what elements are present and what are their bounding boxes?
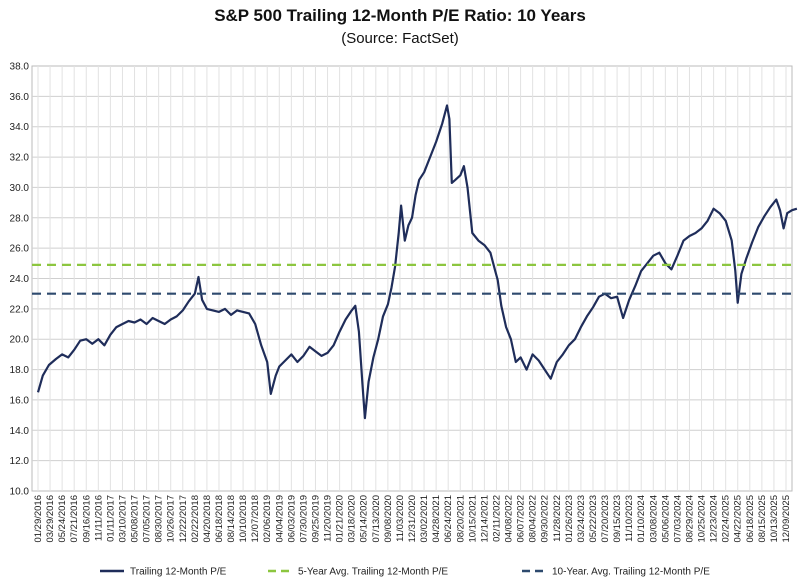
x-tick-label: 07/03/2024 [672, 495, 683, 543]
x-tick-label: 01/10/2024 [636, 495, 647, 543]
series-line-trailing-pe [36, 104, 798, 420]
x-tick-label: 12/23/2024 [709, 495, 720, 543]
x-tick-label: 05/22/2023 [588, 495, 599, 543]
x-tick-label: 10/10/2018 [238, 495, 249, 543]
x-tick-label: 07/05/2017 [142, 495, 153, 543]
legend-label: 5-Year Avg. Trailing 12-Month P/E [298, 567, 448, 578]
x-tick-label: 10/25/2024 [697, 495, 708, 543]
x-tick-label: 08/30/2017 [154, 495, 165, 543]
x-tick-label: 03/02/2021 [419, 495, 430, 543]
x-tick-label: 06/18/2025 [745, 495, 756, 543]
x-tick-label: 12/22/2017 [178, 495, 189, 543]
x-tick-label: 01/11/2017 [105, 495, 116, 542]
x-tick-label: 11/20/2019 [323, 495, 334, 542]
x-tick-label: 08/20/2021 [455, 495, 466, 543]
y-tick-label: 22.0 [10, 304, 30, 315]
y-tick-label: 18.0 [10, 365, 30, 376]
x-tick-label: 08/29/2024 [684, 495, 695, 543]
y-tick-label: 28.0 [10, 213, 30, 224]
x-tick-label: 09/30/2022 [540, 495, 551, 543]
y-tick-label: 36.0 [10, 92, 30, 103]
x-tick-label: 03/10/2017 [117, 495, 128, 543]
x-tick-label: 04/04/2019 [274, 495, 285, 543]
x-tick-label: 03/29/2016 [45, 495, 56, 543]
x-tick-label: 05/24/2016 [57, 495, 68, 543]
legend: Trailing 12-Month P/E 5-Year Avg. Trailin… [100, 567, 710, 578]
x-tick-label: 12/14/2021 [479, 495, 490, 543]
x-tick-label: 09/15/2023 [612, 495, 623, 543]
y-tick-label: 10.0 [10, 487, 30, 498]
y-tick-label: 34.0 [10, 122, 30, 133]
x-tick-label: 01/26/2023 [564, 495, 575, 543]
x-tick-label: 11/11/2016 [93, 495, 104, 541]
x-tick-label: 01/21/2020 [335, 495, 346, 543]
x-tick-label: 02/11/2022 [491, 495, 502, 542]
x-tick-label: 10/13/2025 [769, 495, 780, 543]
y-tick-label: 24.0 [10, 274, 30, 285]
y-tick-label: 12.0 [10, 456, 30, 467]
grid-lines [32, 66, 792, 491]
x-tick-label: 12/31/2020 [407, 495, 418, 543]
x-tick-label: 09/08/2020 [383, 495, 394, 543]
legend-label: 10-Year. Avg. Trailing 12-Month P/E [552, 567, 710, 578]
y-tick-label: 16.0 [10, 395, 30, 406]
y-tick-label: 20.0 [10, 335, 30, 346]
y-tick-label: 30.0 [10, 183, 30, 194]
y-tick-label: 26.0 [10, 244, 30, 255]
x-tick-label: 07/20/2023 [600, 495, 611, 543]
x-tick-label: 09/16/2016 [81, 495, 92, 543]
x-tick-label: 02/06/2019 [262, 495, 273, 543]
x-tick-label: 06/03/2019 [286, 495, 297, 543]
x-tick-label: 06/07/2022 [516, 495, 527, 543]
x-tick-label: 07/13/2020 [371, 495, 382, 543]
x-tick-label: 04/08/2022 [504, 495, 515, 543]
x-tick-label: 11/03/2020 [395, 495, 406, 542]
x-tick-label: 04/20/2018 [202, 495, 213, 543]
x-axis-ticks: 01/29/2016 03/29/2016 05/24/2016 07/21/2016… [33, 495, 792, 543]
x-tick-label: 08/15/2025 [757, 495, 768, 543]
x-tick-label: 12/09/2025 [781, 495, 792, 543]
y-tick-label: 14.0 [10, 426, 30, 437]
y-axis-ticks: 10.0 12.0 14.0 16.0 18.0 20.0 22.0 24.0 26.0 28.0… [10, 62, 30, 498]
x-tick-label: 04/22/2025 [733, 495, 744, 543]
y-tick-label: 38.0 [10, 62, 30, 73]
x-tick-label: 04/28/2021 [431, 495, 442, 543]
x-tick-label: 08/04/2022 [528, 495, 539, 543]
x-tick-label: 02/24/2025 [721, 495, 732, 543]
series-lines [32, 104, 798, 420]
x-tick-label: 06/18/2018 [214, 495, 225, 543]
x-tick-label: 05/06/2024 [660, 495, 671, 543]
y-tick-label: 32.0 [10, 153, 30, 164]
x-tick-label: 02/22/2018 [190, 495, 201, 543]
x-tick-label: 08/14/2018 [226, 495, 237, 543]
x-tick-label: 11/10/2023 [624, 495, 635, 542]
x-tick-label: 03/18/2020 [347, 495, 358, 543]
chart-title: S&P 500 Trailing 12-Month P/E Ratio: 10 … [214, 6, 586, 25]
x-tick-label: 10/26/2017 [166, 495, 177, 543]
x-tick-label: 10/15/2021 [467, 495, 478, 543]
x-tick-label: 07/30/2019 [298, 495, 309, 543]
x-tick-label: 01/29/2016 [33, 495, 44, 543]
x-tick-label: 05/14/2020 [359, 495, 370, 543]
chart-subtitle: (Source: FactSet) [341, 30, 459, 47]
x-tick-label: 03/24/2023 [576, 495, 587, 543]
x-tick-label: 09/25/2019 [310, 495, 321, 543]
x-tick-label: 12/07/2018 [250, 495, 261, 543]
legend-label: Trailing 12-Month P/E [130, 567, 227, 578]
x-tick-label: 11/28/2022 [552, 495, 563, 542]
x-tick-label: 06/24/2021 [443, 495, 454, 543]
x-tick-label: 07/21/2016 [69, 495, 80, 543]
x-tick-label: 05/08/2017 [130, 495, 141, 543]
x-tick-label: 03/08/2024 [648, 495, 659, 543]
